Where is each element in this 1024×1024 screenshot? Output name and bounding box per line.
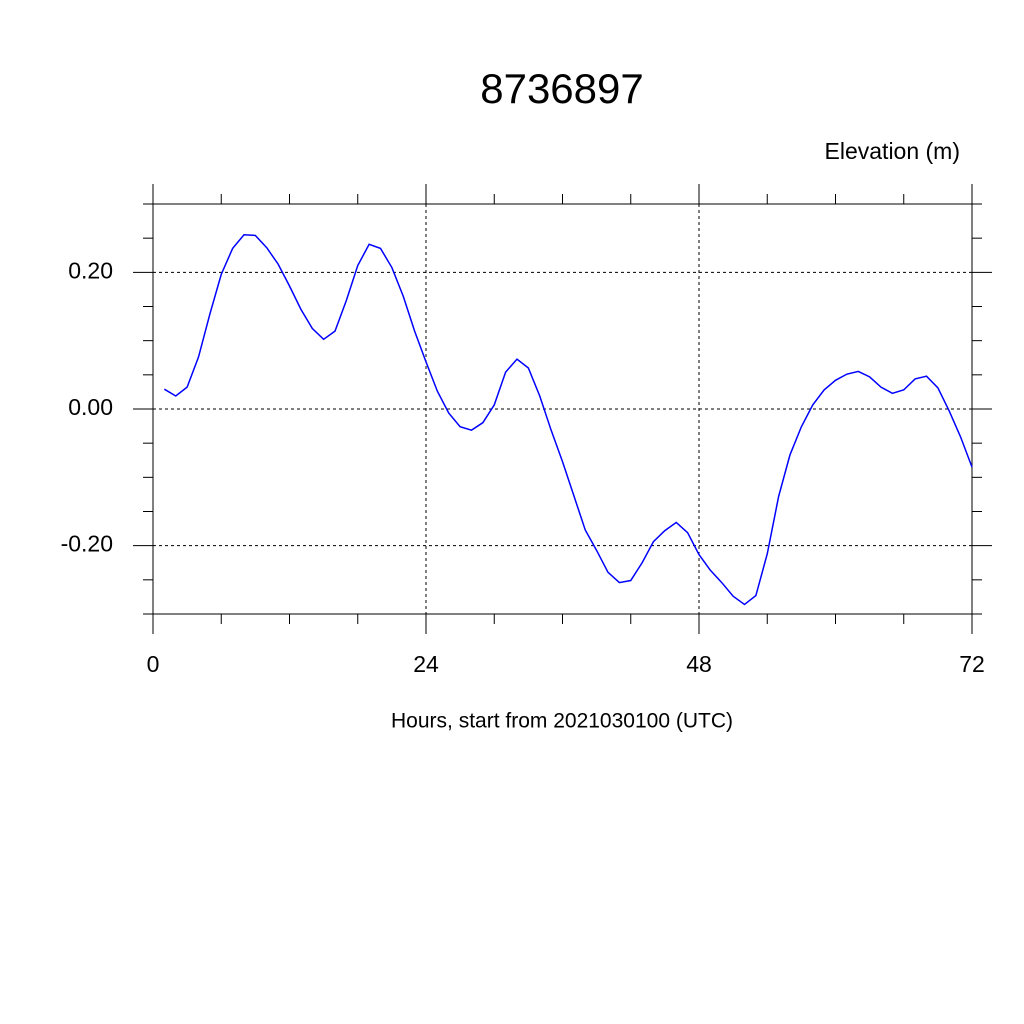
x-tick-label: 72 xyxy=(959,651,985,677)
y-axis-label: Elevation (m) xyxy=(825,138,960,164)
x-tick-label: 0 xyxy=(147,651,160,677)
y-tick-label: 0.00 xyxy=(68,394,113,420)
x-axis-label: Hours, start from 2021030100 (UTC) xyxy=(391,710,733,733)
y-tick-label: 0.20 xyxy=(68,257,113,283)
x-tick-label: 48 xyxy=(686,651,712,677)
data-line xyxy=(163,233,973,606)
chart-title: 8736897 xyxy=(480,65,644,112)
x-tick-label: 24 xyxy=(413,651,439,677)
y-tick-label: -0.20 xyxy=(61,531,113,557)
